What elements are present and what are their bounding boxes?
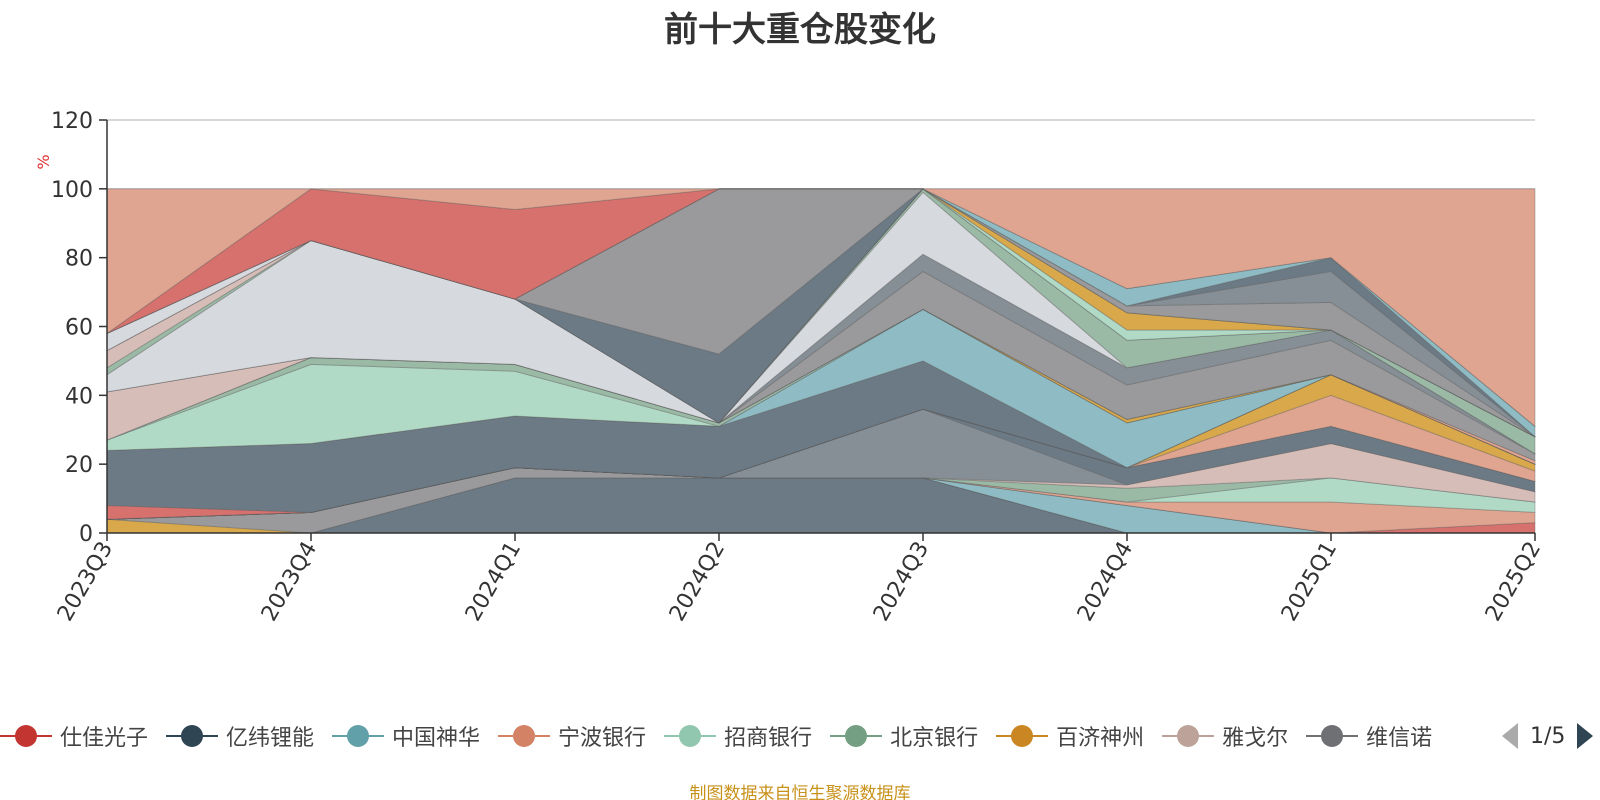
legend-marker-icon xyxy=(996,725,1049,747)
x-tick-label: 2024Q3 xyxy=(869,538,934,626)
legend-marker-icon xyxy=(332,725,385,747)
area-layer xyxy=(106,188,1536,534)
legend-label: 亿纬锂能 xyxy=(226,726,315,751)
legend-page-indicator: 1/5 xyxy=(1530,723,1566,749)
x-tick-label: 2024Q1 xyxy=(461,538,526,626)
source-note: 制图数据来自恒生聚源数据库 xyxy=(689,784,911,800)
legend-label: 北京银行 xyxy=(890,726,979,751)
y-tick-label: 120 xyxy=(51,109,93,134)
legend-item[interactable]: 北京银行 xyxy=(830,716,978,756)
y-tick-label: 80 xyxy=(65,247,93,272)
legend-item[interactable]: 中国神华 xyxy=(332,716,480,756)
x-tick-label: 2024Q4 xyxy=(1073,538,1138,626)
legend-label: 中国神华 xyxy=(392,726,481,751)
legend-marker-icon xyxy=(830,725,883,747)
y-tick-label: 100 xyxy=(51,178,93,203)
legend-label: 招商银行 xyxy=(724,726,813,751)
legend-label: 百济神州 xyxy=(1056,726,1145,751)
y-tick-label: 0 xyxy=(79,522,93,547)
y-tick-label: 20 xyxy=(65,453,93,478)
legend-label: 维信诺 xyxy=(1366,726,1433,751)
area-band xyxy=(106,191,1536,455)
legend-marker-icon xyxy=(1306,725,1359,747)
legend-marker-icon xyxy=(1162,725,1215,747)
legend-label: 宁波银行 xyxy=(558,726,647,751)
legend-item[interactable]: 维信诺 xyxy=(1306,716,1432,756)
chart-title: 前十大重仓股变化 xyxy=(664,10,936,50)
x-tick-label: 2025Q2 xyxy=(1481,538,1546,626)
legend-item[interactable]: 雅戈尔 xyxy=(1162,716,1288,756)
legend-item[interactable]: 仕佳光子 xyxy=(0,716,148,756)
legend-item[interactable]: 招商银行 xyxy=(664,716,812,756)
legend-next-icon[interactable] xyxy=(1575,721,1595,751)
legend-marker-icon xyxy=(0,725,52,747)
y-tick-label: 40 xyxy=(65,384,93,409)
legend-item[interactable]: 宁波银行 xyxy=(498,716,646,756)
x-tick-label: 2023Q3 xyxy=(53,538,118,626)
x-tick-label: 2024Q2 xyxy=(665,538,730,626)
legend-item[interactable]: 百济神州 xyxy=(996,716,1144,756)
x-tick-label: 2023Q4 xyxy=(257,538,322,626)
y-tick-label: 60 xyxy=(65,316,93,341)
legend-label: 雅戈尔 xyxy=(1222,726,1289,751)
legend: 仕佳光子 亿纬锂能 中国神华 宁波银行 招商银行 北京银行 百济神州 雅戈尔 维信诺 xyxy=(0,716,1490,756)
legend-marker-icon xyxy=(664,725,717,747)
y-axis-unit: % xyxy=(34,154,53,169)
legend-prev-icon[interactable] xyxy=(1500,721,1520,751)
legend-item[interactable]: 亿纬锂能 xyxy=(166,716,314,756)
legend-label: 仕佳光子 xyxy=(60,726,149,751)
x-tick-label: 2025Q1 xyxy=(1277,538,1342,626)
legend-pager: 1/5 xyxy=(1500,716,1600,756)
legend-marker-icon xyxy=(166,725,219,747)
area-band xyxy=(106,188,1536,455)
area-band xyxy=(106,188,1536,427)
legend-marker-icon xyxy=(498,725,551,747)
